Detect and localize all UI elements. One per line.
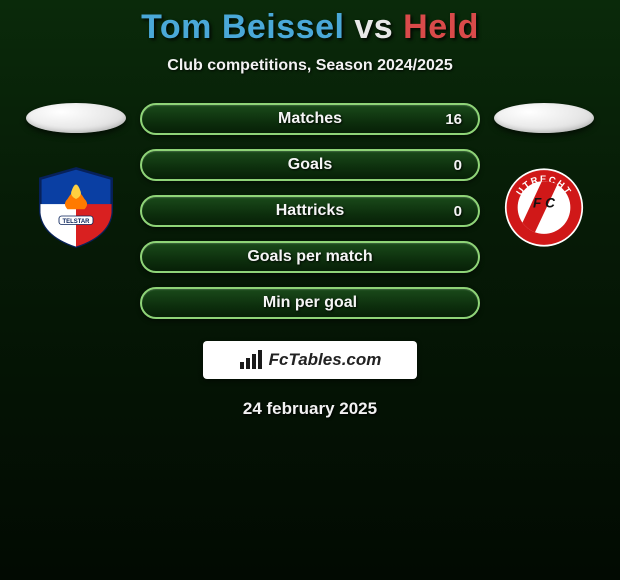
date-line: 24 february 2025 bbox=[243, 399, 377, 419]
stat-label: Min per goal bbox=[206, 294, 414, 312]
left-column: TELSTAR bbox=[16, 103, 136, 250]
branding-badge: FcTables.com bbox=[203, 341, 417, 379]
club-badge-left: TELSTAR bbox=[26, 165, 126, 250]
player2-name: Held bbox=[403, 8, 479, 46]
stat-label: Matches bbox=[206, 110, 414, 128]
player2-photo-placeholder bbox=[494, 103, 594, 133]
stat-bar: Matches16 bbox=[140, 103, 480, 135]
stat-bar: Min per goal bbox=[140, 287, 480, 319]
vs-word: vs bbox=[354, 8, 403, 46]
club-badge-right: UTRECHT F C bbox=[494, 165, 594, 250]
stat-bar: Hattricks0 bbox=[140, 195, 480, 227]
comparison-infographic: Tom Beissel vs Held Club competitions, S… bbox=[0, 0, 620, 419]
right-column: UTRECHT F C bbox=[484, 103, 604, 250]
stat-bar: Goals0 bbox=[140, 149, 480, 181]
subtitle: Club competitions, Season 2024/2025 bbox=[167, 57, 452, 75]
telstar-shield-icon: TELSTAR bbox=[26, 165, 126, 250]
stats-column: Matches16Goals0Hattricks0Goals per match… bbox=[136, 103, 484, 319]
stat-label: Goals bbox=[206, 156, 414, 174]
stat-label: Hattricks bbox=[206, 202, 414, 220]
svg-text:F C: F C bbox=[533, 196, 555, 211]
stat-label: Goals per match bbox=[206, 248, 414, 266]
stat-bar: Goals per match bbox=[140, 241, 480, 273]
svg-text:TELSTAR: TELSTAR bbox=[63, 219, 91, 225]
stat-value-right: 0 bbox=[414, 203, 462, 220]
stat-value-right: 16 bbox=[414, 111, 462, 128]
player1-photo-placeholder bbox=[26, 103, 126, 133]
bar-chart-icon bbox=[239, 350, 265, 370]
stat-value-right: 0 bbox=[414, 157, 462, 174]
player1-name: Tom Beissel bbox=[141, 8, 344, 46]
branding-text: FcTables.com bbox=[269, 350, 382, 370]
main-row: TELSTAR Matches16Goals0Hattricks0Goals p… bbox=[0, 103, 620, 319]
page-title: Tom Beissel vs Held bbox=[141, 8, 479, 47]
utrecht-badge-icon: UTRECHT F C bbox=[494, 165, 594, 250]
